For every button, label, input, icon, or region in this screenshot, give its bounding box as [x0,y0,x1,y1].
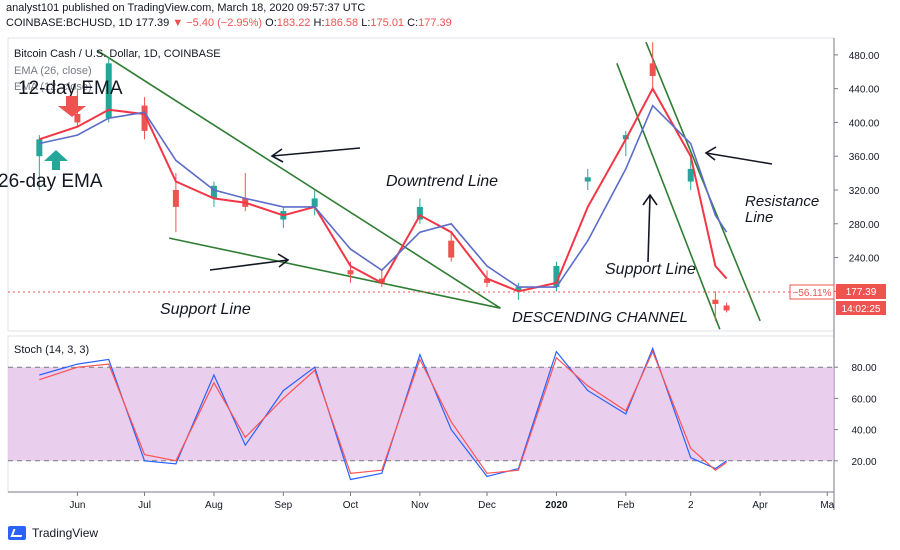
high-label: H: [313,17,325,29]
arrow-icon [271,147,361,157]
time-tick-label: Nov [411,500,429,511]
pct-tag-text: −56.11% [792,288,831,299]
low-value: 175.01 [370,17,405,29]
candle-body [712,299,719,304]
price-tick-label: 240.00 [849,254,880,265]
candle-body [74,113,81,123]
last-price: 177.39 [135,17,170,29]
support-line-left [169,237,501,309]
time-tick-label: Feb [617,500,635,511]
pct-tag [789,284,835,300]
annotation-channel: DESCENDING CHANNEL [512,309,688,326]
stoch-d-line [39,350,727,474]
time-tick-label: Oct [343,500,359,511]
symbol-label: COINBASE:BCHUSD, 1D [6,17,133,29]
annotation-support-left: Support Line [160,301,251,318]
downtrend-line [97,49,501,309]
candle-body [347,270,354,275]
time-tick-label: Aug [205,500,223,511]
price-tick-label: 440.00 [849,85,880,96]
arrow-icon [209,259,289,271]
annotation-resistance-line: Resistance [745,193,819,210]
price-tick-label: 360.00 [849,152,880,163]
arrowhead-icon [277,253,290,268]
tradingview-brand: TradingView [32,526,99,540]
legend-title: Bitcoin Cash / U.S. Dollar, 1D, COINBASE [14,48,221,60]
candle-body [311,198,318,207]
arrowhead-icon [704,146,717,161]
price-tag-text: 177.39 [846,287,877,298]
annotation-resistance: Resistance Line [745,193,819,226]
support-line-right [616,63,721,330]
price-change: ▼ −5.40 (−2.95%) [172,17,263,29]
up-arrow-icon [44,150,68,170]
stoch-band [8,367,834,461]
open-value: 183.22 [276,17,311,29]
arrow-icon [647,194,651,263]
candle-body [484,278,491,283]
stoch-label: Stoch (14, 3, 3) [14,344,89,356]
legend-ema12: EMA (12, close) [14,81,92,93]
annotation-ema12: 12-day EMA [18,78,123,99]
time-tick-label: Dec [478,500,496,511]
time-tick-label: Apr [752,500,768,511]
legend-ema26: EMA (26, close) [14,65,92,77]
open-label: O: [265,17,277,29]
ema26-line [39,104,728,288]
candle-body [723,305,730,311]
tradingview-footer[interactable]: TradingView [8,526,98,540]
countdown-tag-text: 14:02:25 [842,304,881,315]
stoch-tick-label: 80.00 [851,363,876,374]
price-tick-label: 480.00 [849,51,880,62]
candle-body [172,189,179,207]
candle-body [553,265,560,288]
candle-body [515,287,522,292]
ohlc-line: COINBASE:BCHUSD, 1D 177.39 ▼ −5.40 (−2.9… [6,17,452,29]
arrow-icon [705,152,773,165]
stoch-tick-label: 60.00 [851,394,876,405]
time-tick-label: Jul [138,500,151,511]
price-tag [836,284,886,299]
time-tick-label: Jun [69,500,85,511]
time-tick-label: 2 [688,500,694,511]
candle-body [210,185,217,199]
low-label: L: [361,17,371,29]
candle-body [36,139,43,157]
high-value: 186.58 [324,17,359,29]
candle-body [416,206,423,220]
price-tick-label: 400.00 [849,118,880,129]
time-tick-label: 2020 [545,500,568,511]
pointer-arrows [209,146,773,271]
close-label: C: [407,17,419,29]
tradingview-logo-icon [8,526,26,540]
publish-line: analyst101 published on TradingView.com,… [6,2,366,14]
price-tick-label: 320.00 [849,186,880,197]
annotation-downtrend: Downtrend Line [386,173,498,190]
arrowhead-icon [642,193,658,206]
stoch-tick-label: 20.00 [851,457,876,468]
time-tick-label: Ma [820,500,834,511]
arrowhead-icon [270,148,284,163]
annotation-support-right: Support Line [605,261,696,278]
countdown-tag [836,301,886,315]
annotation-resistance-line: Line [745,209,773,226]
candle-body [687,168,694,182]
annotation-ema26: 26-day EMA [0,171,103,192]
time-tick-label: Sep [274,500,292,511]
candle-body [448,240,455,258]
candle-body [649,63,656,76]
price-tick-label: 280.00 [849,220,880,231]
candle-body [584,177,591,182]
candle-body [141,105,148,131]
close-value: 177.39 [418,17,452,29]
ema12-line [38,86,728,293]
stoch-tick-label: 40.00 [851,426,876,437]
candle-body [378,278,385,283]
down-arrow-icon [58,96,86,117]
candle-body [105,63,112,119]
